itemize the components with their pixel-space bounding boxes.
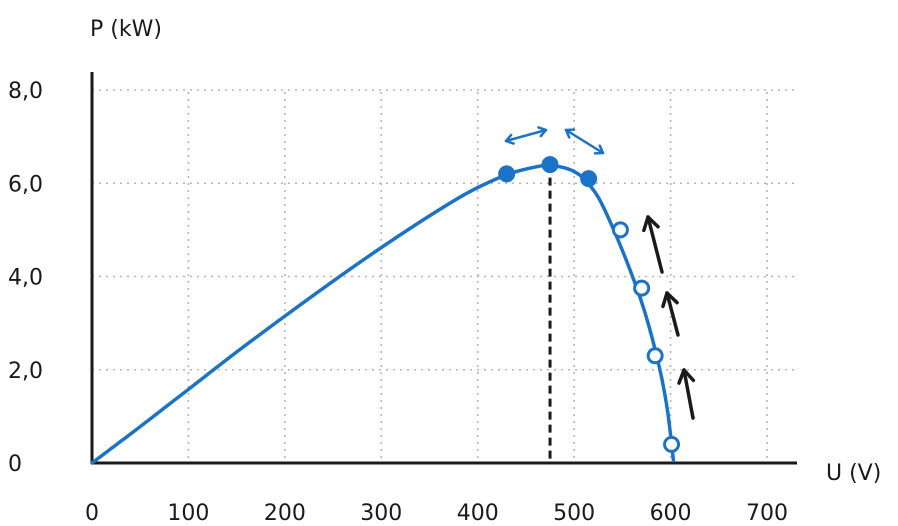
operating-point-open [611, 221, 629, 239]
data-layer [90, 156, 681, 465]
x-tick-label: 200 [264, 501, 306, 526]
power-curve [90, 163, 676, 465]
operating-point-filled [541, 156, 559, 174]
x-tick-label: 100 [167, 501, 209, 526]
x-tick-label: 500 [553, 501, 595, 526]
up-arrow-icon [677, 368, 696, 420]
tick-layer: 0 100 200 300 400 500 600 700 0 2,0 4,0 6,0 8,0 [8, 79, 788, 526]
y-tick-label: 2,0 [8, 359, 43, 384]
x-axis-label: U (V) [826, 461, 881, 486]
grid-layer [92, 89, 797, 463]
y-tick-label: 4,0 [8, 266, 43, 291]
operating-point-filled [498, 165, 516, 183]
operating-point-open [646, 347, 664, 365]
y-tick-label: 6,0 [8, 172, 43, 197]
y-tick-label: 0 [8, 452, 22, 477]
up-arrow-icon [642, 215, 664, 274]
x-tick-label: 300 [360, 501, 402, 526]
x-tick-label: 700 [746, 501, 788, 526]
y-axis-label: P (kW) [90, 17, 162, 42]
operating-point-filled [580, 170, 598, 188]
up-arrow-icon [661, 291, 680, 337]
x-tick-label: 0 [85, 501, 99, 526]
operating-point-open [633, 279, 651, 297]
x-tick-label: 600 [650, 501, 692, 526]
double-arrow-right-icon [564, 128, 605, 155]
annotation-layer [504, 126, 696, 420]
operating-point-open [663, 435, 681, 453]
x-tick-label: 400 [457, 501, 499, 526]
double-arrow-left-icon [504, 126, 548, 145]
y-tick-label: 8,0 [8, 79, 43, 104]
axis-layer: P (kW) U (V) [90, 17, 881, 486]
